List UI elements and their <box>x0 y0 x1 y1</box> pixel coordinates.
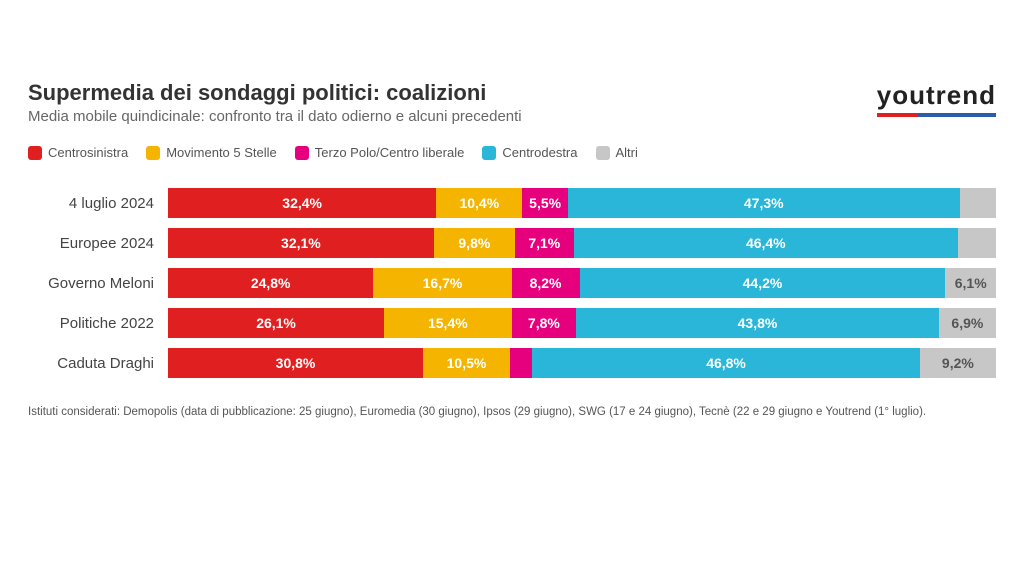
bar-segment: 47,3% <box>568 188 960 218</box>
chart-row: Politiche 202226,1%15,4%7,8%43,8%6,9% <box>28 308 996 338</box>
bar-segment: 5,5% <box>522 188 568 218</box>
bar-segment: 15,4% <box>384 308 512 338</box>
bar-segment: 32,4% <box>168 188 436 218</box>
legend-item: Centrosinistra <box>28 145 128 160</box>
legend-swatch <box>146 146 160 160</box>
bar-segment: 32,1% <box>168 228 434 258</box>
bar: 24,8%16,7%8,2%44,2%6,1% <box>168 268 996 298</box>
legend-label: Centrosinistra <box>48 145 128 160</box>
bar-segment: 9,2% <box>920 348 996 378</box>
bar-segment: 6,1% <box>945 268 996 298</box>
bar-segment: 26,1% <box>168 308 384 338</box>
bar: 32,1%9,8%7,1%46,4% <box>168 228 996 258</box>
logo-underline <box>877 113 996 117</box>
chart-row: Governo Meloni24,8%16,7%8,2%44,2%6,1% <box>28 268 996 298</box>
stacked-bar-chart: 4 luglio 202432,4%10,4%5,5%47,3%Europee … <box>28 188 996 378</box>
legend-label: Terzo Polo/Centro liberale <box>315 145 465 160</box>
bar-segment: 44,2% <box>580 268 946 298</box>
chart-subtitle: Media mobile quindicinale: confronto tra… <box>28 108 877 125</box>
bar-segment <box>510 348 532 378</box>
legend-swatch <box>28 146 42 160</box>
footnote: Istituti considerati: Demopolis (data di… <box>28 404 996 420</box>
chart-row: Caduta Draghi30,8%10,5% 46,8%9,2% <box>28 348 996 378</box>
bar-segment: 46,8% <box>532 348 920 378</box>
bar-segment: 10,5% <box>423 348 510 378</box>
bar-segment: 7,1% <box>515 228 574 258</box>
bar: 32,4%10,4%5,5%47,3% <box>168 188 996 218</box>
legend-item: Movimento 5 Stelle <box>146 145 277 160</box>
chart-title: Supermedia dei sondaggi politici: coaliz… <box>28 80 877 106</box>
bar-segment: 43,8% <box>576 308 939 338</box>
row-label: 4 luglio 2024 <box>28 195 168 212</box>
legend-swatch <box>596 146 610 160</box>
bar: 26,1%15,4%7,8%43,8%6,9% <box>168 308 996 338</box>
bar-segment: 7,8% <box>512 308 577 338</box>
legend-label: Movimento 5 Stelle <box>166 145 277 160</box>
row-label: Europee 2024 <box>28 235 168 252</box>
legend-swatch <box>295 146 309 160</box>
chart-container: Supermedia dei sondaggi politici: coaliz… <box>0 0 1024 420</box>
row-label: Governo Meloni <box>28 275 168 292</box>
legend-label: Centrodestra <box>502 145 577 160</box>
logo-text: youtrend <box>877 80 996 110</box>
legend: Centrosinistra Movimento 5 Stelle Terzo Po… <box>28 145 996 160</box>
bar-segment <box>958 228 996 258</box>
legend-item: Centrodestra <box>482 145 577 160</box>
bar-segment: 8,2% <box>512 268 580 298</box>
legend-item: Terzo Polo/Centro liberale <box>295 145 465 160</box>
legend-item: Altri <box>596 145 638 160</box>
row-label: Caduta Draghi <box>28 355 168 372</box>
legend-swatch <box>482 146 496 160</box>
row-label: Politiche 2022 <box>28 315 168 332</box>
legend-label: Altri <box>616 145 638 160</box>
bar-segment: 30,8% <box>168 348 423 378</box>
chart-row: 4 luglio 202432,4%10,4%5,5%47,3% <box>28 188 996 218</box>
bar-segment: 9,8% <box>434 228 515 258</box>
youtrend-logo: youtrend <box>877 80 996 117</box>
chart-row: Europee 202432,1%9,8%7,1%46,4% <box>28 228 996 258</box>
bar-segment: 10,4% <box>436 188 522 218</box>
bar-segment: 46,4% <box>574 228 958 258</box>
bar-segment <box>960 188 996 218</box>
title-block: Supermedia dei sondaggi politici: coaliz… <box>28 80 877 125</box>
bar-segment: 16,7% <box>373 268 511 298</box>
header-row: Supermedia dei sondaggi politici: coaliz… <box>28 80 996 125</box>
bar-segment: 6,9% <box>939 308 996 338</box>
bar: 30,8%10,5% 46,8%9,2% <box>168 348 996 378</box>
bar-segment: 24,8% <box>168 268 373 298</box>
